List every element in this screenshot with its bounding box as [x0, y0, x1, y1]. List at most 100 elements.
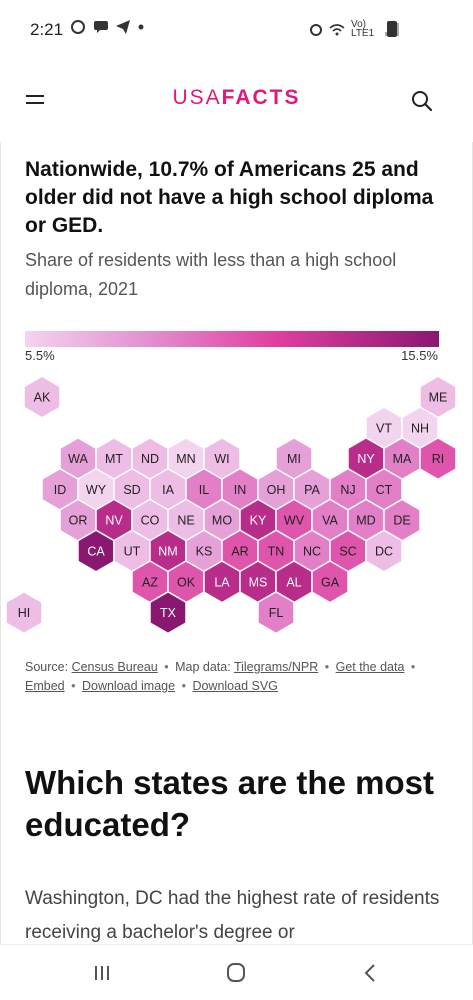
system-navigation-bar	[0, 944, 473, 1000]
state-label: MT	[105, 452, 123, 466]
state-label: MO	[212, 514, 232, 528]
state-label: OK	[177, 575, 196, 589]
state-hex-ma[interactable]: MA	[383, 436, 421, 481]
state-label: VA	[322, 514, 338, 528]
state-hex-mn[interactable]: MN	[167, 436, 205, 481]
state-hex-nd[interactable]: ND	[131, 436, 169, 481]
state-label: WV	[284, 514, 305, 528]
state-hex-nh[interactable]: NH	[401, 406, 439, 450]
state-label: FL	[269, 606, 284, 620]
state-label: PA	[304, 483, 320, 497]
state-label: LA	[214, 575, 230, 589]
recent-apps-icon[interactable]	[82, 961, 122, 985]
battery-icon	[387, 21, 397, 37]
chart-title: Nationwide, 10.7% of Americans 25 and ol…	[25, 158, 434, 237]
state-label: OH	[267, 483, 286, 497]
download-image-link[interactable]: Download image	[81, 679, 176, 693]
state-label: NM	[158, 545, 177, 559]
section-heading: Which states are the most educated?	[25, 764, 434, 843]
section-body-text: Washington, DC had the highest rate of r…	[25, 888, 440, 943]
sync-icon	[71, 20, 85, 34]
state-hex-la[interactable]: LA	[203, 560, 241, 604]
state-label: ND	[141, 452, 159, 466]
state-hex-ct[interactable]: CT	[365, 467, 403, 512]
logo-bold-text: FACTS	[221, 86, 301, 109]
legend-color-scale	[25, 331, 439, 347]
network-label: Vo) LTE1	[351, 19, 375, 39]
state-label: VT	[376, 421, 392, 435]
embed-link[interactable]: Embed	[25, 679, 65, 693]
state-hex-in[interactable]: IN	[221, 467, 259, 512]
state-label: AR	[231, 545, 248, 559]
back-icon[interactable]	[350, 961, 390, 985]
home-icon[interactable]	[216, 961, 256, 985]
legend-max-label: 15.5%	[401, 348, 438, 363]
logo-light-text: USA	[172, 86, 222, 109]
download-svg-link[interactable]: Download SVG	[192, 679, 278, 693]
source-line: Source: Census Bureau • Map data: Tilegr…	[25, 660, 416, 693]
state-label: MA	[393, 452, 412, 466]
state-label: ID	[54, 483, 67, 497]
status-bar: 2:21 Vo) LTE1	[0, 0, 473, 58]
state-label: WI	[214, 452, 229, 466]
state-hex-ak[interactable]: AK	[23, 375, 61, 419]
state-label: MN	[176, 452, 195, 466]
state-label: MD	[356, 514, 375, 528]
state-label: MI	[287, 452, 301, 466]
state-label: MS	[249, 575, 268, 589]
source-label: Source:	[25, 660, 69, 674]
state-label: NJ	[340, 483, 355, 497]
state-label: SD	[123, 483, 140, 497]
state-label: CA	[87, 545, 105, 559]
state-hex-ne[interactable]: NE	[167, 498, 205, 542]
search-icon[interactable]	[411, 90, 433, 112]
state-label: OR	[69, 514, 88, 528]
state-label: TN	[268, 545, 285, 559]
state-label: HI	[18, 606, 31, 620]
article-content: Nationwide, 10.7% of Americans 25 and ol…	[0, 142, 473, 944]
state-label: IN	[234, 483, 247, 497]
state-hex-dc[interactable]: DC	[365, 529, 403, 573]
state-hex-ga[interactable]: GA	[311, 560, 349, 604]
telegram-icon	[116, 20, 130, 34]
state-hex-ny[interactable]: NY	[347, 436, 385, 481]
tilegrams-link[interactable]: Tilegrams/NPR	[233, 660, 319, 674]
usafacts-logo[interactable]: USAFACTS	[0, 86, 473, 110]
hex-tile-map: AK ME VT NH WA MT ND MN WI MI NY MA RI ID WY SD IA IL IN OH…	[5, 375, 457, 635]
status-time: 2:21	[30, 20, 64, 39]
wifi-icon	[329, 23, 345, 35]
state-label: KY	[250, 514, 267, 528]
state-label: DC	[375, 545, 393, 559]
state-label: UT	[124, 545, 141, 559]
state-label: DE	[393, 514, 410, 528]
state-label: NE	[177, 514, 194, 528]
more-notifications-icon	[138, 24, 144, 30]
hamburger-menu-icon[interactable]	[26, 93, 46, 107]
state-hex-tx[interactable]: TX	[149, 590, 187, 635]
state-label: NH	[411, 421, 429, 435]
alarm-icon	[310, 24, 322, 36]
state-label: TX	[160, 606, 177, 620]
state-hex-ca[interactable]: CA	[77, 529, 115, 573]
state-label: AK	[34, 391, 51, 405]
state-label: CO	[141, 514, 160, 528]
state-label: WY	[86, 483, 107, 497]
state-hex-ri[interactable]: RI	[419, 436, 457, 481]
state-label: SC	[339, 545, 356, 559]
state-hex-hi[interactable]: HI	[5, 590, 43, 635]
get-the-data-link[interactable]: Get the data	[335, 660, 405, 674]
state-label: NC	[303, 545, 321, 559]
state-hex-fl[interactable]: FL	[257, 590, 295, 635]
state-label: CT	[376, 483, 393, 497]
state-hex-de[interactable]: DE	[383, 498, 421, 542]
state-label: RI	[432, 452, 445, 466]
chart-subtitle: Share of residents with less than a high…	[25, 250, 397, 299]
state-label: NV	[105, 514, 123, 528]
state-hex-ky[interactable]: KY	[239, 498, 277, 542]
census-bureau-link[interactable]: Census Bureau	[71, 660, 158, 674]
state-label: NY	[357, 452, 375, 466]
state-label: IL	[199, 483, 209, 497]
state-label: WA	[68, 452, 88, 466]
state-label: KS	[196, 545, 213, 559]
map-data-label: Map data:	[175, 660, 231, 674]
